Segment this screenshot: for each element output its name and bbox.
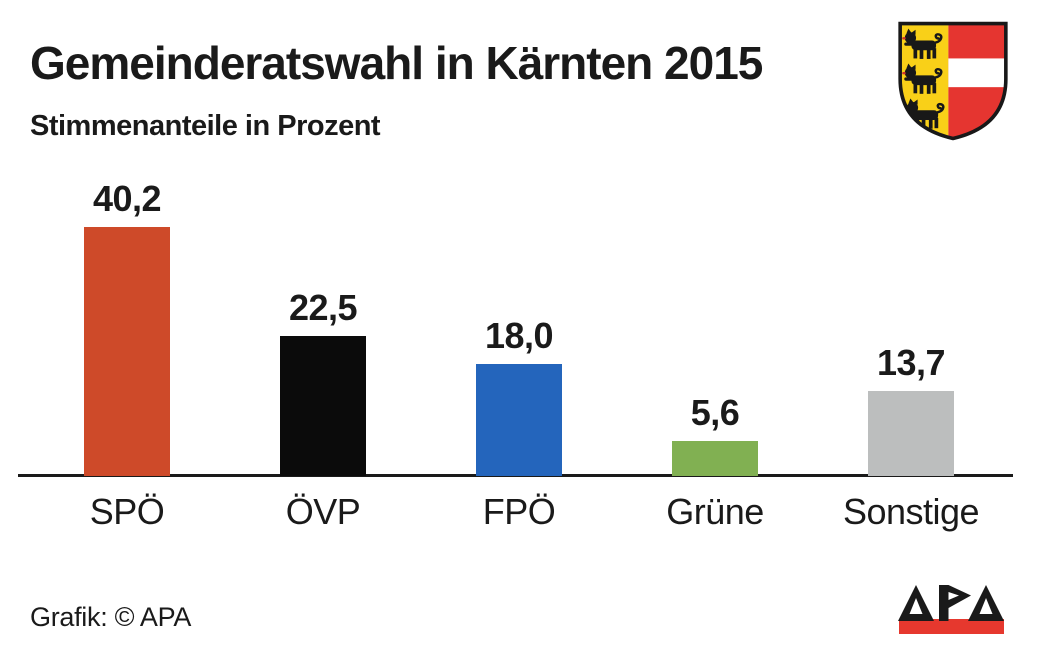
coat-outline [898,21,1008,141]
category-label: Sonstige [842,491,980,532]
bar-spö [84,227,170,476]
bar-value-label: 40,2 [92,178,162,219]
page-title: Gemeinderatswahl in Kärnten 2015 [30,37,763,89]
coat-white-band [948,58,1006,88]
bar-value-label: 13,7 [876,342,946,383]
bar-sonstige [868,391,954,476]
chart-subtitle: Stimmenanteile in Prozent [30,110,381,142]
bar-övp [280,336,366,476]
bar-value-label: 22,5 [288,287,358,328]
bar-fpö [476,364,562,476]
category-label: Grüne [666,491,764,532]
category-label: ÖVP [285,491,361,532]
bar-grüne [672,441,758,476]
bar-value-label: 18,0 [484,315,554,356]
source-credit: Grafik: © APA [30,602,192,632]
kaernten-coat-of-arms-icon [898,21,1008,141]
bar-value-label: 5,6 [690,392,740,433]
category-label: SPÖ [89,491,165,532]
apa-logo [898,585,1004,634]
category-label: FPÖ [482,491,556,532]
apa-logo-letters [898,585,1004,621]
apa-logo-red-bar [899,619,1004,634]
